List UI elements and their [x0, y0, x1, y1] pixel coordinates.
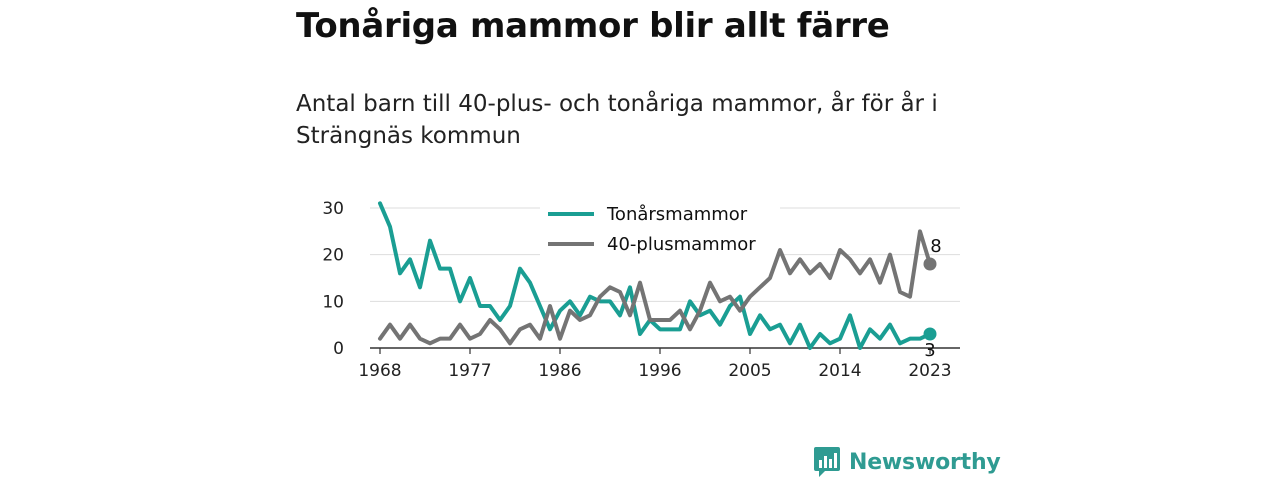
- legend: Tonårsmammor 40-plusmammor: [540, 196, 780, 266]
- y-tick-label: 20: [322, 246, 344, 266]
- chart-title: Tonåriga mammor blir allt färre: [296, 6, 890, 46]
- x-tick-label: 1968: [358, 361, 401, 381]
- brand-name: Newsworthy: [849, 449, 1001, 475]
- y-tick-label: 10: [322, 292, 344, 312]
- series-end-label-1: 8: [930, 236, 941, 257]
- legend-label-0: Tonårsmammor: [606, 204, 748, 225]
- x-tick-label: 1996: [638, 361, 681, 381]
- series-lines: [378, 201, 932, 350]
- x-tick-label: 1977: [448, 361, 491, 381]
- series-line-1: [378, 229, 932, 346]
- x-tick-label: 1986: [538, 361, 581, 381]
- legend-label-1: 40-plusmammor: [607, 234, 756, 255]
- x-axis-ticks: 1968 1977 1986 1996 2005 2014 2023: [358, 348, 952, 381]
- x-tick-label: 2023: [908, 361, 951, 381]
- series-end-point-1: [923, 257, 937, 271]
- chart-subtitle: Antal barn till 40-plus- och tonåriga ma…: [296, 91, 938, 149]
- series-end-label-0: 3: [924, 340, 935, 361]
- x-tick-label: 2005: [728, 361, 771, 381]
- series-line-0: [378, 201, 932, 350]
- x-tick-label: 2014: [818, 361, 861, 381]
- y-tick-label: 30: [322, 199, 344, 219]
- legend-background: [540, 196, 780, 266]
- brand-logo: Newsworthy: [813, 445, 1001, 479]
- y-axis-ticks: 0 10 20 30: [322, 199, 344, 359]
- newsworthy-logo-icon: [814, 447, 840, 477]
- y-tick-label: 0: [333, 339, 344, 359]
- series-end-markers: 38: [923, 236, 942, 361]
- series-end-point-0: [923, 327, 937, 341]
